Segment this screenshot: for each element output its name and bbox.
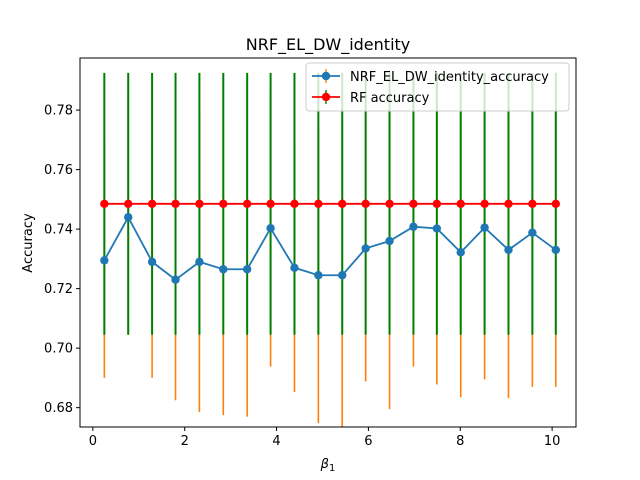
data-point-rf: [147, 199, 157, 209]
data-point-rf: [290, 199, 299, 209]
data-point-rf: [385, 199, 394, 209]
data-point-rf: [219, 199, 228, 209]
data-point-rf: [432, 199, 442, 209]
y-tick-label: 0.76: [44, 163, 73, 178]
data-point-rf: [100, 199, 109, 209]
x-tick-label: 4: [272, 434, 280, 449]
data-point-nrf: [551, 245, 560, 255]
data-point-nrf: [361, 244, 370, 253]
data-point-rf: [361, 199, 370, 209]
data-point-nrf: [266, 224, 275, 233]
data-point-nrf: [432, 224, 442, 233]
data-point-rf: [171, 199, 180, 209]
data-point-nrf: [504, 245, 513, 255]
data-point-rf: [480, 199, 489, 209]
data-point-rf: [266, 199, 275, 209]
legend-marker: [321, 71, 331, 81]
data-point-nrf: [456, 248, 465, 257]
data-point-nrf: [124, 213, 133, 222]
plot-frame: [79, 57, 577, 428]
data-point-nrf: [290, 263, 299, 272]
data-point-rf: [456, 199, 465, 209]
data-point-nrf: [147, 257, 157, 267]
data-point-rf: [551, 199, 560, 209]
y-tick-label: 0.78: [44, 104, 73, 119]
x-tick-label: 8: [456, 434, 464, 449]
y-tick-label: 0.72: [44, 282, 73, 297]
y-tick-label: 0.70: [44, 342, 73, 357]
x-tick-label: 0: [89, 434, 97, 449]
x-tick-label: 6: [364, 434, 372, 449]
y-tick-label: 0.74: [44, 223, 73, 238]
x-tick-label: 10: [544, 434, 561, 449]
data-point-rf: [124, 199, 133, 209]
data-point-rf: [528, 199, 537, 209]
x-axis-label-main: β: [320, 457, 329, 472]
data-point-rf: [409, 199, 418, 209]
data-point-rf: [314, 199, 323, 209]
data-point-rf: [504, 199, 513, 209]
legend-entry-label: NRF_EL_DW_identity_accuracy: [350, 70, 549, 85]
data-point-nrf: [385, 236, 394, 246]
data-point-nrf: [171, 275, 180, 284]
data-point-nrf: [480, 223, 489, 232]
series-line-nrf: [103, 215, 557, 281]
legend-box: [305, 62, 570, 112]
x-axis-label: β1: [320, 457, 336, 474]
data-point-nrf: [409, 222, 418, 231]
x-axis-label-subscript: 1: [329, 463, 335, 474]
y-tick-label: 0.68: [44, 401, 73, 416]
data-point-nrf: [219, 265, 228, 274]
data-point-rf: [195, 199, 204, 209]
legend: NRF_EL_DW_identity_accuracy RF accuracy: [305, 62, 570, 112]
data-point-nrf: [242, 265, 252, 274]
chart-title: NRF_EL_DW_identity: [246, 35, 411, 55]
data-point-nrf: [528, 228, 537, 237]
data-point-nrf: [195, 257, 204, 267]
data-point-nrf: [314, 271, 323, 280]
data-point-rf: [338, 199, 347, 209]
x-tick-label: 2: [181, 434, 189, 449]
data-point-nrf: [100, 256, 109, 265]
data-point-nrf: [338, 271, 347, 280]
y-axis-label: Accuracy: [21, 213, 36, 273]
data-point-rf: [242, 199, 252, 209]
legend-marker: [321, 92, 331, 102]
legend-entry-label: RF accuracy: [350, 91, 430, 106]
